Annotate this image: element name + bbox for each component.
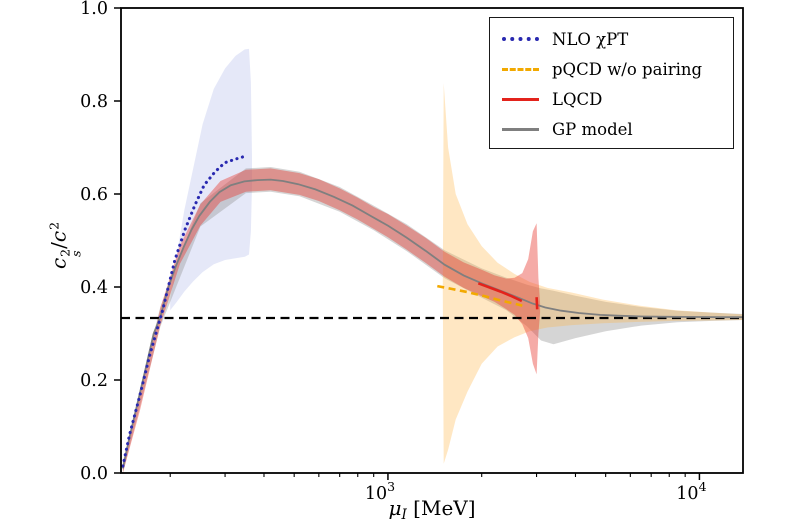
legend-sample-dashed-line [502,67,539,71]
gp-model-line [122,178,743,469]
y-tick-label: 0.8 [80,92,108,112]
y-tick-label: 0.4 [80,278,108,298]
y-axis-label: c 2 s/c2 [46,146,84,346]
legend-item: LQCD [502,84,733,114]
legend-label: pQCD w/o pairing [552,59,703,79]
pqcd-uncertainty-band [442,83,743,464]
gp-model-uncertainty-band [122,167,743,473]
legend: NLO χPT pQCD w/o pairing LQCD GP model [489,17,734,149]
legend-sample-solid-line [502,97,539,101]
xlabel-unit: [MeV] [413,496,476,520]
lqcd-line [535,297,539,310]
axes-frame [120,7,744,474]
plot-area [121,48,743,473]
legend-label: LQCD [552,89,603,109]
y-tick-label: 0.2 [80,371,108,391]
legend-sample-dotted-line [502,37,539,41]
lqcd-line [477,282,523,303]
ylabel-numerator: c [46,257,71,270]
legend-item: NLO χPT [502,24,733,54]
legend-label: NLO χPT [552,29,629,49]
xlabel-subscript: I [401,507,407,523]
pqcd-line [437,284,523,307]
x-tick-label: 104 [676,479,706,504]
y-tick-label: 1.0 [80,0,108,19]
xlabel-symbol: μ [388,496,402,520]
legend-item: GP model [502,114,733,144]
x-axis-label: μI [MeV] [121,496,743,523]
legend-sample-solid-line [502,127,539,131]
y-tick-label: 0.0 [80,464,108,484]
y-tick-label: 0.6 [80,185,108,205]
ylabel-numerator-sub: s [68,250,83,257]
legend-item: pQCD w/o pairing [502,54,733,84]
x-tick-label: 103 [365,479,395,504]
nlo-chipt-uncertainty-band [170,48,252,311]
legend-label: GP model [552,119,633,139]
ylabel-divider: / [46,242,71,249]
ylabel-denominator-sup: 2 [46,221,62,230]
nlo-chipt-line [121,155,245,468]
ylabel-denominator: c [46,230,71,243]
